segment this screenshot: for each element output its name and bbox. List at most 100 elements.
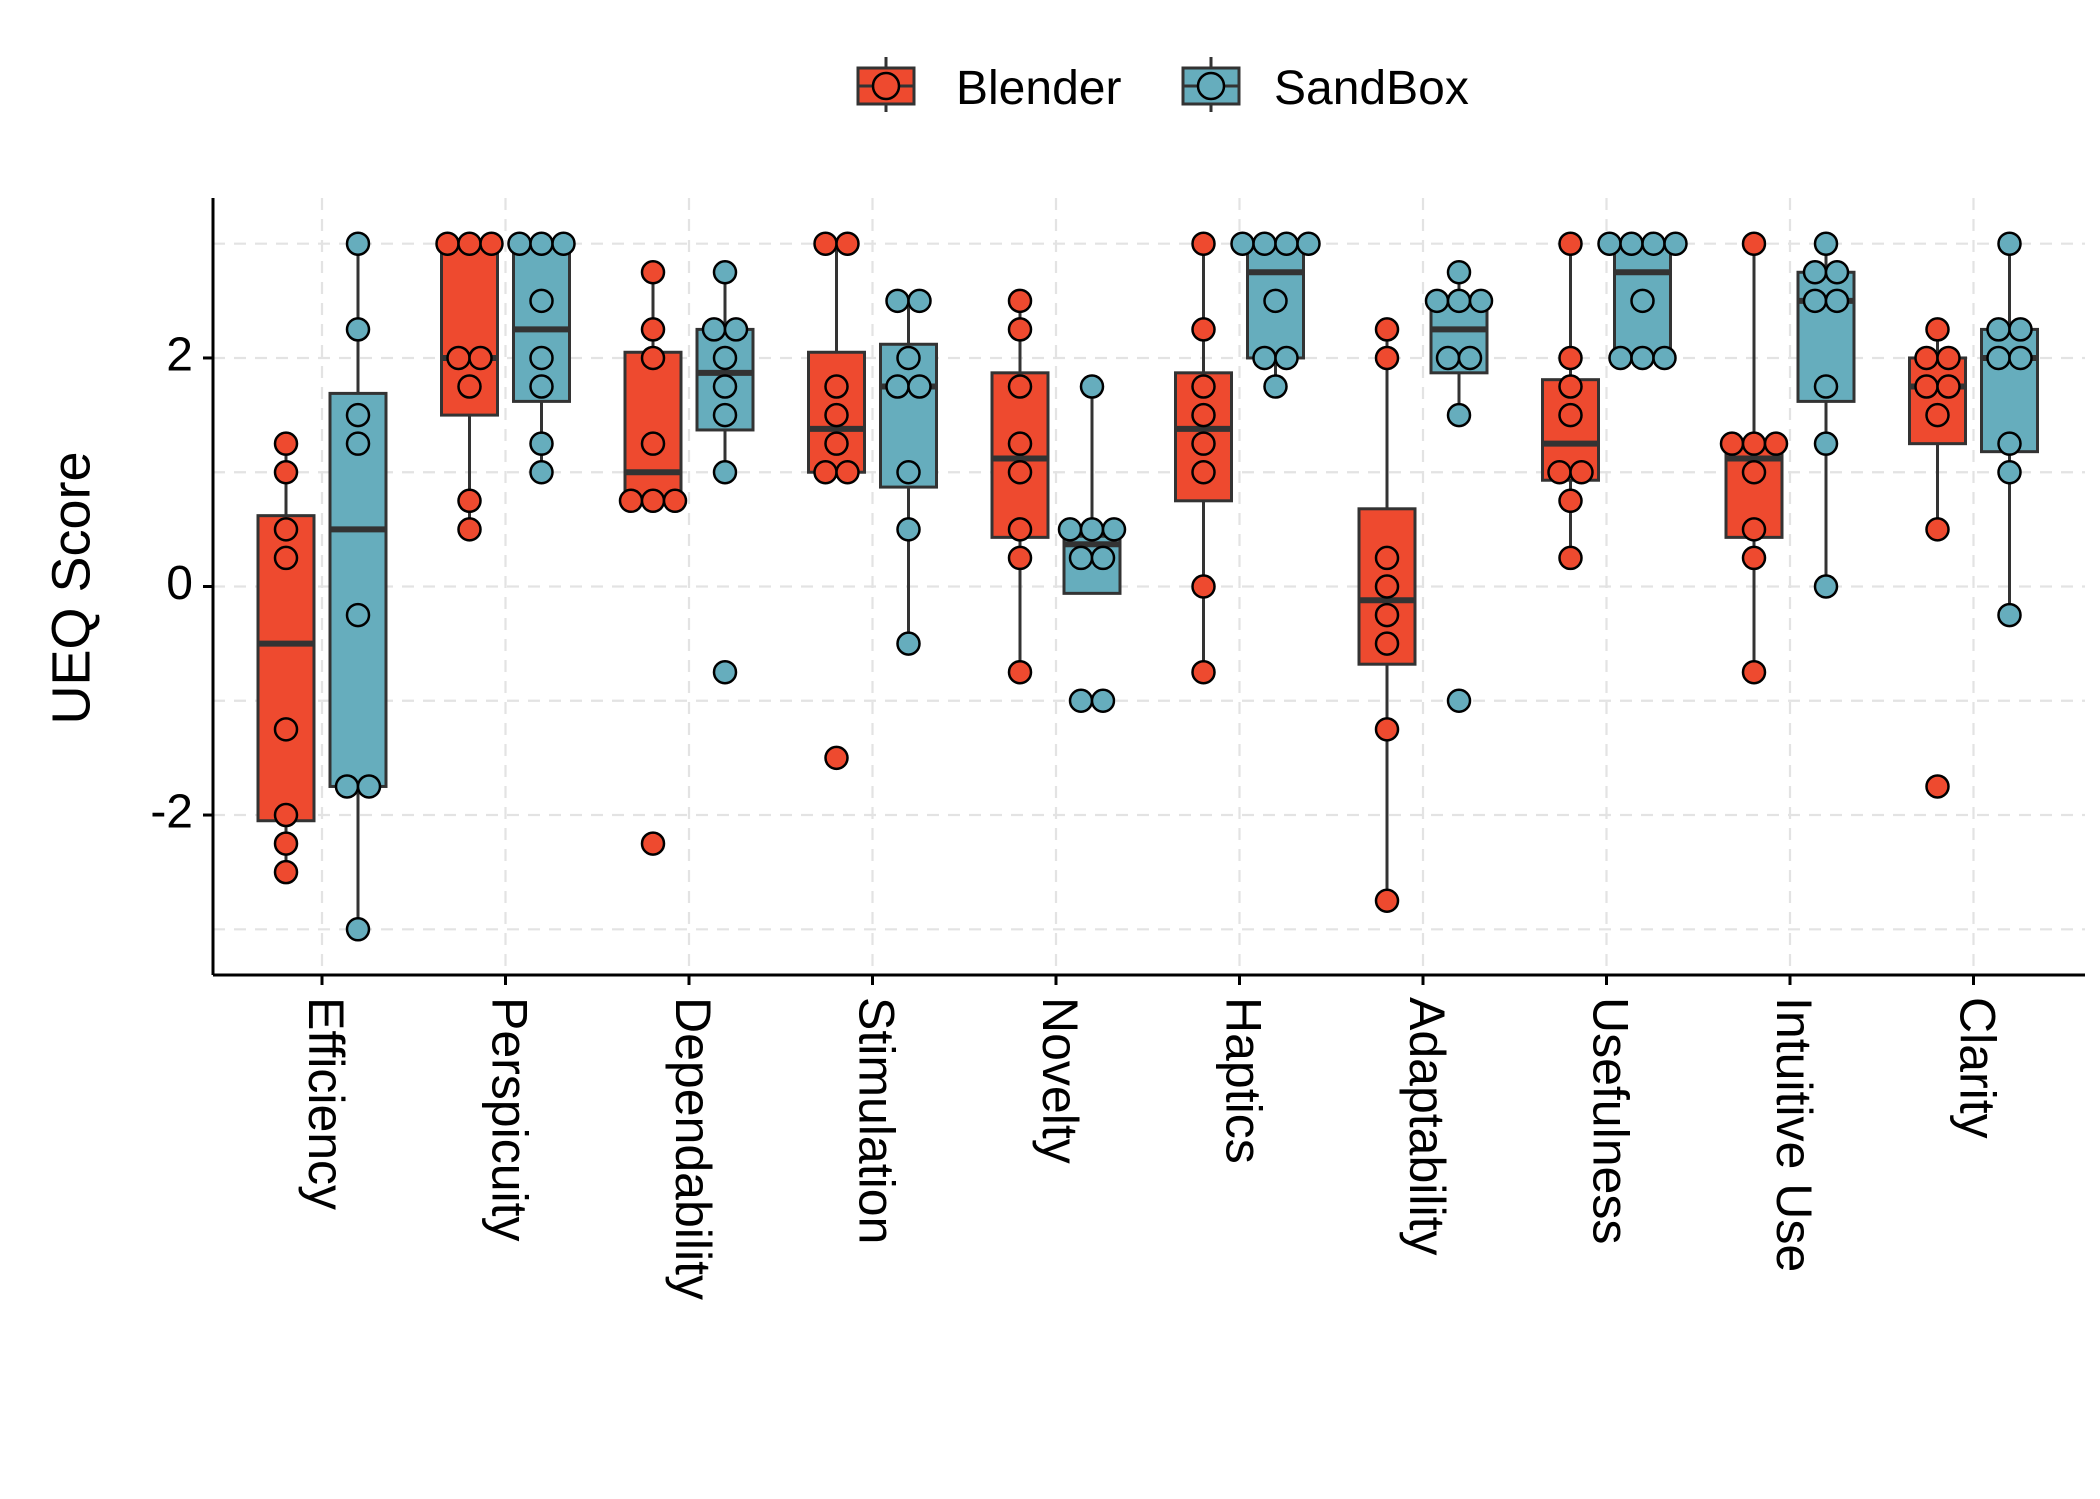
- x-tick-label: Adaptability: [1399, 997, 1455, 1256]
- data-point: [273, 459, 299, 485]
- data-point: [1802, 260, 1828, 285]
- data-point: [824, 745, 849, 771]
- data-point: [1813, 574, 1839, 599]
- data-point: [1191, 231, 1216, 256]
- data-point: [2008, 317, 2033, 342]
- data-point: [1813, 231, 1839, 256]
- data-point: [1986, 317, 2011, 342]
- data-point: [345, 317, 371, 342]
- data-point: [1997, 231, 2022, 256]
- legend-label-sandbox: SandBox: [1274, 62, 1469, 115]
- data-point: [356, 774, 382, 799]
- data-point: [1619, 231, 1644, 256]
- data-point: [712, 402, 738, 428]
- data-point: [824, 402, 849, 428]
- data-point: [885, 288, 910, 314]
- data-point: [1090, 545, 1116, 571]
- data-point: [1802, 288, 1828, 314]
- data-point: [1274, 231, 1299, 256]
- legend-key-point: [1196, 71, 1226, 101]
- data-point: [1435, 345, 1461, 371]
- y-tick-label: 2: [166, 329, 193, 382]
- data-point: [529, 459, 554, 485]
- data-point: [468, 345, 493, 371]
- data-point: [345, 402, 371, 428]
- data-point: [1652, 345, 1677, 371]
- x-tick-label: Stimulation: [848, 997, 904, 1244]
- data-point: [1569, 459, 1594, 485]
- data-point: [1191, 459, 1216, 485]
- y-tick-label: 0: [166, 557, 193, 610]
- data-point: [1813, 431, 1839, 456]
- data-point: [813, 231, 838, 256]
- data-point: [507, 231, 532, 256]
- data-point: [345, 431, 371, 456]
- legend-key-point: [871, 71, 901, 101]
- data-point: [824, 431, 849, 456]
- data-point: [712, 459, 738, 485]
- data-point: [1997, 602, 2022, 628]
- data-point: [1191, 402, 1216, 428]
- data-point: [1719, 431, 1745, 456]
- data-point: [640, 345, 666, 371]
- data-point: [1374, 717, 1400, 742]
- data-point: [1191, 374, 1216, 399]
- data-point: [1263, 288, 1288, 314]
- data-points: [273, 231, 2033, 942]
- data-point: [1558, 402, 1583, 428]
- data-point: [1558, 374, 1583, 399]
- data-point: [640, 317, 666, 342]
- data-point: [1741, 517, 1767, 542]
- data-point: [640, 431, 666, 456]
- data-point: [885, 374, 910, 399]
- data-point: [907, 374, 932, 399]
- data-point: [640, 260, 666, 285]
- data-point: [1925, 317, 1950, 342]
- data-point: [1630, 345, 1655, 371]
- data-point: [1468, 288, 1494, 314]
- data-point: [1558, 345, 1583, 371]
- data-point: [896, 459, 921, 485]
- legend-label-blender: Blender: [956, 62, 1121, 115]
- data-point: [345, 602, 371, 628]
- data-point: [1936, 374, 1961, 399]
- data-point: [273, 831, 299, 856]
- data-point: [529, 374, 554, 399]
- x-tick-label: Haptics: [1215, 997, 1271, 1164]
- data-point: [1374, 545, 1400, 571]
- data-point: [1191, 659, 1216, 685]
- data-point: [273, 717, 299, 742]
- data-point: [345, 917, 371, 942]
- data-point: [457, 231, 482, 256]
- data-point: [1007, 317, 1033, 342]
- box: [328, 391, 388, 788]
- data-point: [1007, 431, 1033, 456]
- data-point: [435, 231, 460, 256]
- data-point: [1263, 374, 1288, 399]
- data-point: [1191, 574, 1216, 599]
- data-point: [896, 631, 921, 656]
- data-point: [1007, 659, 1033, 685]
- data-point: [1936, 345, 1961, 371]
- data-point: [446, 345, 471, 371]
- data-point: [1252, 345, 1277, 371]
- data-point: [1007, 374, 1033, 399]
- data-point: [835, 231, 860, 256]
- x-tick-label: Intuitive Use: [1766, 997, 1822, 1272]
- data-point: [618, 488, 644, 514]
- data-point: [1007, 288, 1033, 314]
- data-point: [1925, 774, 1950, 799]
- data-point: [1446, 402, 1472, 428]
- data-point: [896, 517, 921, 542]
- data-point: [813, 459, 838, 485]
- x-tick-label: Perspicuity: [481, 997, 537, 1242]
- data-point: [1763, 431, 1789, 456]
- data-point: [529, 288, 554, 314]
- data-point: [457, 374, 482, 399]
- x-ticks: Efficiency Perspicuity Dependability Stimul…: [298, 975, 2005, 1300]
- x-tick-label: Clarity: [1949, 997, 2005, 1139]
- data-point: [701, 317, 727, 342]
- data-point: [1090, 688, 1116, 714]
- data-point: [1925, 517, 1950, 542]
